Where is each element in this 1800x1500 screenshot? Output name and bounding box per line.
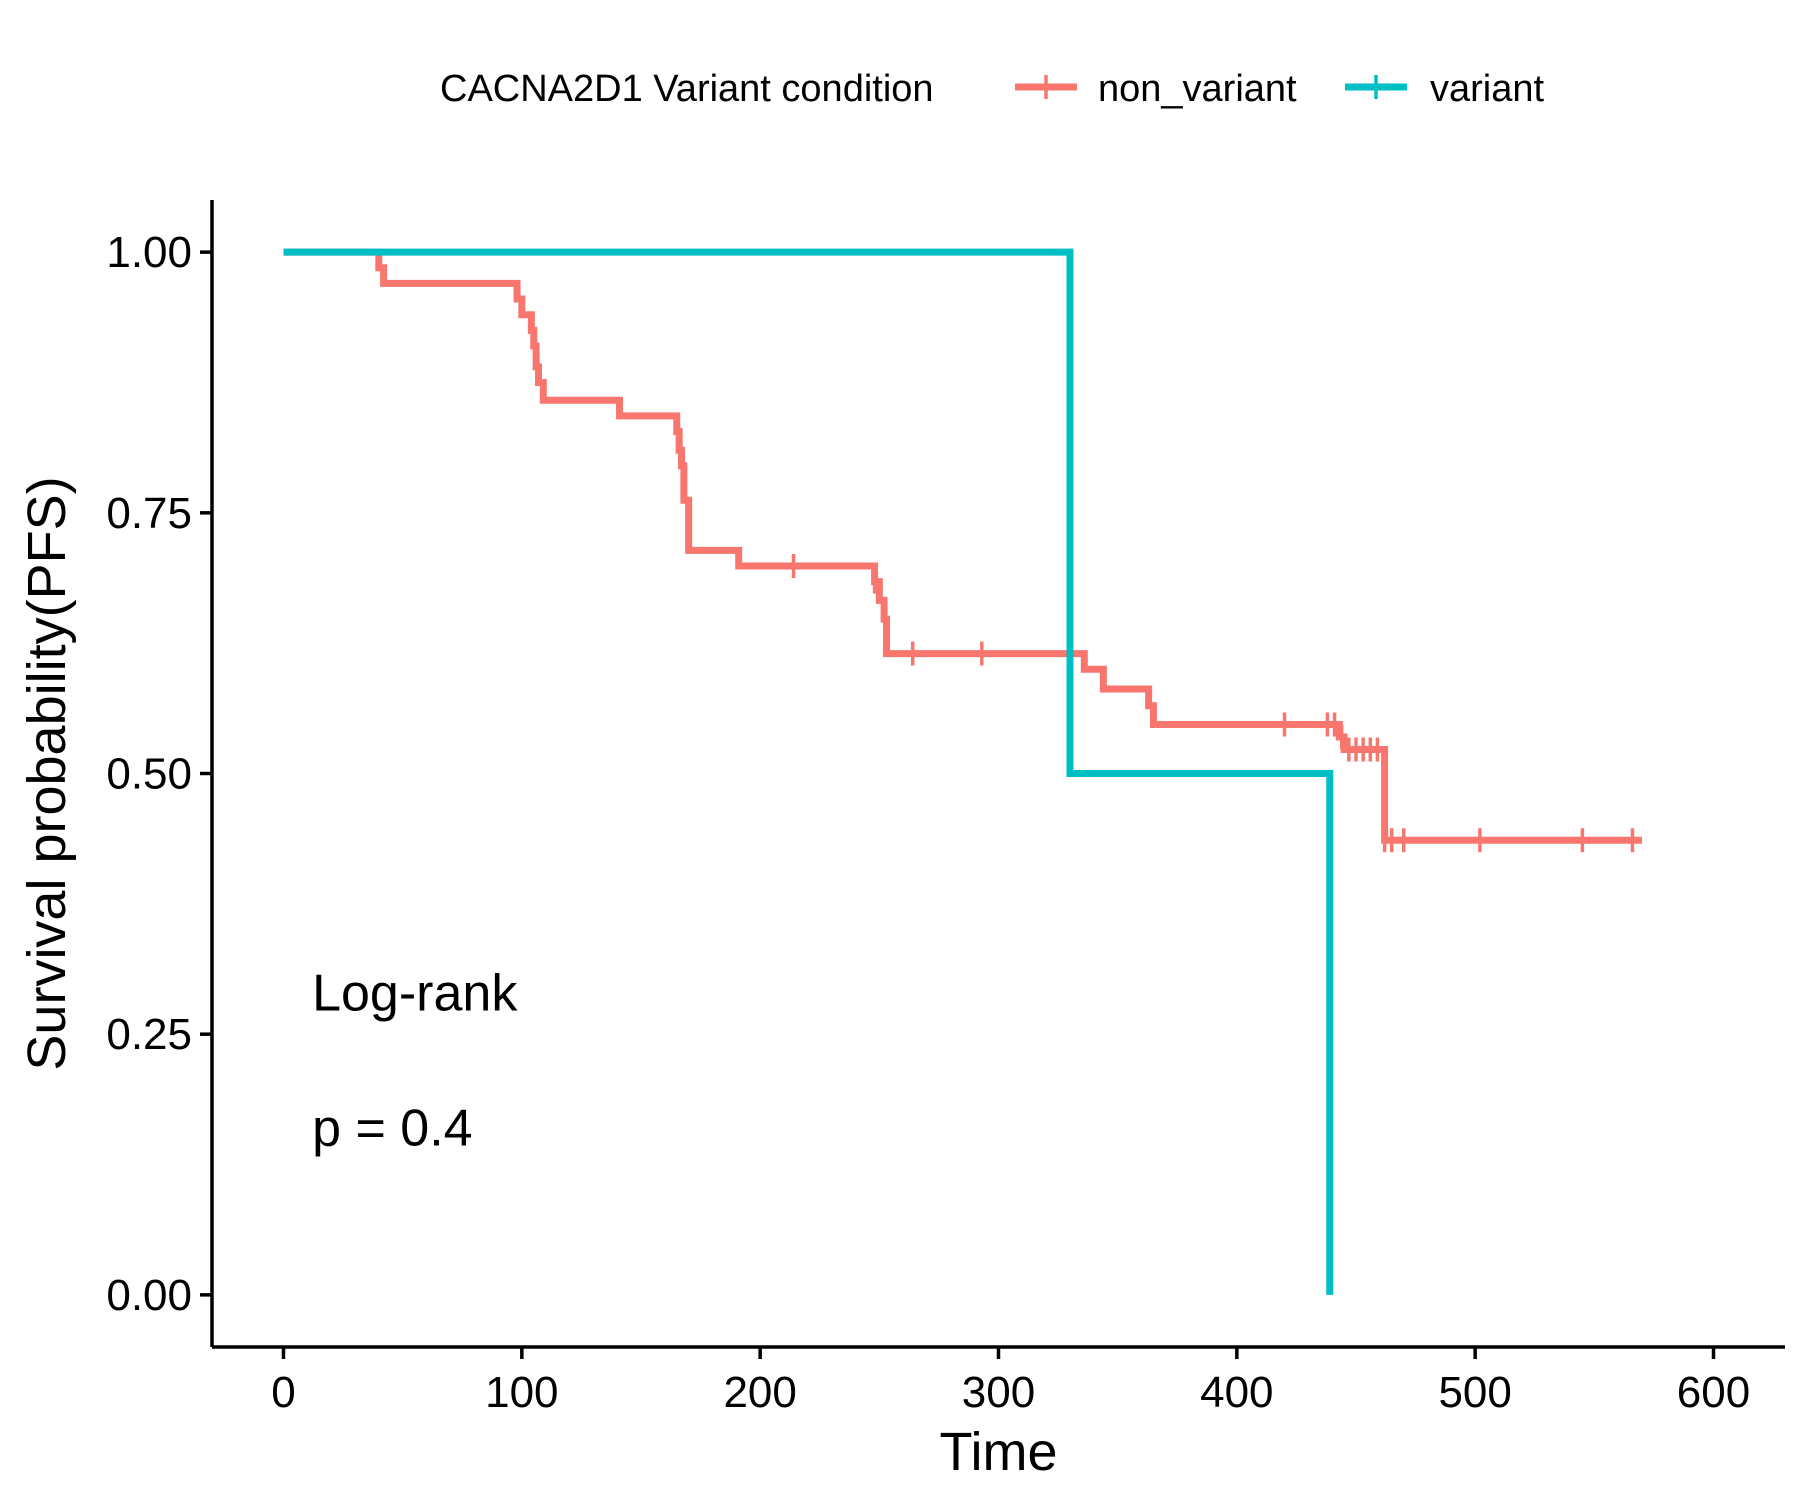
x-tick-label: 100 bbox=[485, 1368, 558, 1417]
y-tick-label: 0.50 bbox=[106, 750, 192, 799]
y-tick-label: 1.00 bbox=[106, 228, 192, 277]
legend: CACNA2D1 Variant condition non_variant va… bbox=[440, 68, 1544, 110]
y-tick-label: 0.25 bbox=[106, 1010, 192, 1059]
x-tick-label: 300 bbox=[962, 1368, 1035, 1417]
km-curve-non-variant bbox=[283, 248, 1642, 844]
x-axis-title: Time bbox=[940, 1422, 1058, 1482]
logrank-annotation: Log-rank p = 0.4 bbox=[312, 964, 518, 1157]
logrank-label: Log-rank bbox=[312, 964, 518, 1022]
legend-title: CACNA2D1 Variant condition bbox=[440, 68, 934, 110]
x-tick-label: 600 bbox=[1677, 1368, 1750, 1417]
x-tick-label: 200 bbox=[723, 1368, 796, 1417]
legend-label-variant: variant bbox=[1430, 68, 1544, 110]
x-tick-label: 400 bbox=[1200, 1368, 1273, 1417]
y-axis-title: Survival probability(PFS) bbox=[17, 476, 77, 1070]
x-tick-label: 0 bbox=[271, 1368, 295, 1417]
x-tick-label: 500 bbox=[1438, 1368, 1511, 1417]
km-curve-variant bbox=[283, 248, 1334, 1295]
logrank-p-value: p = 0.4 bbox=[312, 1099, 472, 1157]
y-tick-label: 0.75 bbox=[106, 489, 192, 538]
plot-area bbox=[283, 248, 1642, 1295]
legend-label-non-variant: non_variant bbox=[1098, 68, 1297, 110]
y-tick-label: 0.00 bbox=[106, 1271, 192, 1320]
axes: 0.00 0.25 0.50 0.75 1.00 0 100 200 300 400 500 600… bbox=[17, 200, 1785, 1482]
